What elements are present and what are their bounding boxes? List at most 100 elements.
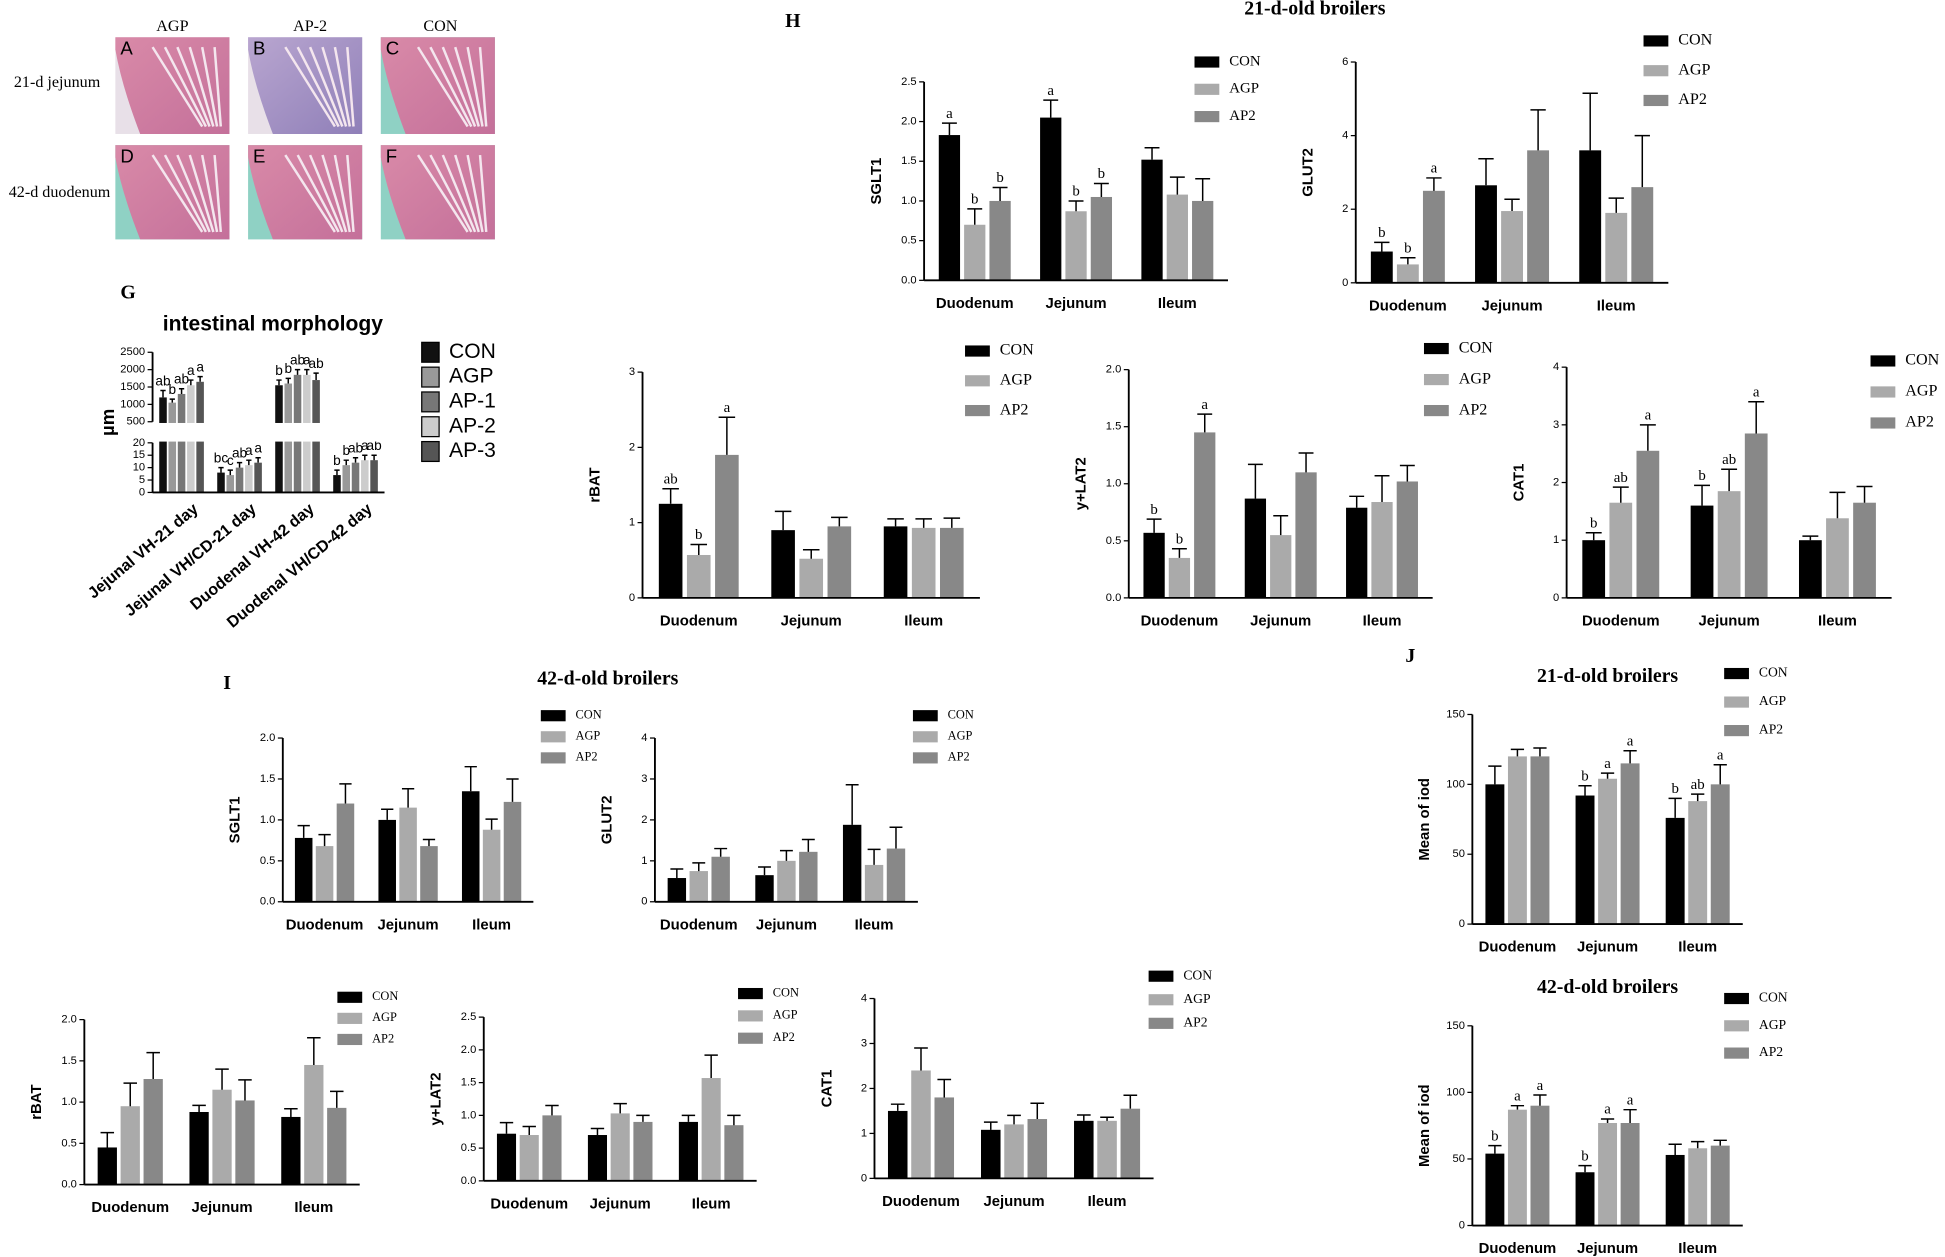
micrograph (248, 145, 363, 240)
x-tick-label: Duodenum (660, 917, 738, 933)
y-tick-label: 1.0 (61, 1096, 77, 1108)
legend-label: AP-1 (449, 389, 496, 412)
error-bar (1639, 424, 1656, 451)
panel-title: 21-d-old broilers (1244, 0, 1385, 19)
error-bar (401, 788, 415, 808)
error-bar (330, 1090, 344, 1108)
legend-swatch (421, 440, 440, 463)
villus (429, 154, 473, 233)
bar (1422, 190, 1445, 283)
x-tick-label: Jejunum (1699, 613, 1760, 629)
villus (454, 154, 480, 233)
villus (321, 46, 348, 127)
significance-letter: a (1604, 756, 1611, 772)
bar (1370, 251, 1393, 283)
error-bar (1093, 182, 1109, 197)
legend-swatch (738, 1032, 763, 1044)
error-bar (485, 818, 498, 830)
bar (189, 1111, 209, 1185)
legend-label: AGP (1678, 61, 1710, 78)
image-row-label: 42-d duodenum (9, 184, 111, 201)
legend-swatch (421, 416, 440, 438)
x-tick-label: Duodenum (1582, 613, 1660, 629)
error-bar (1478, 158, 1494, 186)
error-bar (727, 1114, 741, 1126)
y-tick-label: 3 (629, 366, 635, 378)
legend-swatch (337, 991, 363, 1003)
legend-label: AGP (372, 1010, 397, 1024)
error-bar (1530, 109, 1546, 151)
significance-letter: ab (1691, 777, 1705, 793)
y-tick-label: 2000 (120, 364, 145, 376)
bar (1690, 505, 1714, 598)
error-bar (636, 1114, 650, 1122)
error-bar (1068, 200, 1084, 212)
villus (308, 46, 344, 127)
bar (1097, 1120, 1117, 1179)
error-bar (1400, 257, 1416, 265)
error-bar (983, 1121, 998, 1130)
error-bar (1504, 198, 1520, 212)
bar (689, 871, 708, 902)
error-bar (1634, 134, 1650, 188)
bar (235, 467, 244, 493)
x-tick-label: Ileum (1088, 1194, 1127, 1210)
x-tick-label: Duodenum (660, 613, 738, 629)
bar (503, 801, 522, 902)
bar (724, 1125, 744, 1181)
error-bar (1171, 548, 1187, 558)
error-bar (1007, 1114, 1021, 1125)
bar (1168, 557, 1191, 598)
y-axis-label: GLUT2 (1301, 148, 1317, 197)
x-tick-label: Jejunum (1577, 940, 1638, 956)
x-tick-label: Jejunum (781, 613, 842, 629)
bar (1710, 1145, 1730, 1226)
bar (1396, 481, 1418, 598)
error-bar (1829, 491, 1846, 519)
bar (667, 878, 687, 902)
panel-label: I (223, 672, 231, 694)
significance-letter: b (1378, 225, 1385, 241)
panel-label: J (1405, 645, 1415, 667)
bar (1141, 159, 1163, 281)
error-bar (704, 1054, 718, 1079)
bar (911, 527, 936, 598)
y-tick-label: 150 (1446, 1020, 1465, 1032)
x-tick-label: Jejunum (191, 1200, 252, 1216)
error-bar (992, 186, 1008, 201)
bar (1371, 502, 1393, 598)
error-bar (236, 461, 243, 468)
legend-swatch (337, 1033, 363, 1046)
error-bar (1043, 99, 1059, 118)
villus (478, 47, 488, 127)
bar (420, 846, 438, 902)
error-bar (1374, 475, 1390, 503)
legend-swatch (337, 1012, 363, 1024)
error-bar (943, 517, 961, 528)
y-tick-label: 150 (1446, 708, 1465, 720)
error-bar (522, 1125, 536, 1136)
villus (284, 46, 336, 128)
significance-letter: b (1176, 532, 1183, 548)
image-letter: A (120, 38, 133, 59)
bar (177, 393, 186, 493)
y-tick-label: 0.5 (61, 1137, 77, 1149)
bar (1636, 450, 1660, 598)
significance-letter: b (275, 363, 283, 378)
y-tick-label: 4 (641, 732, 647, 744)
x-tick-label: Ileum (1818, 613, 1857, 629)
error-bar (1612, 486, 1629, 503)
error-bar (889, 826, 903, 849)
legend-label: AP2 (576, 750, 598, 764)
significance-letter: b (1150, 502, 1157, 518)
error-bar (1533, 747, 1547, 757)
significance-letter: b (695, 527, 702, 543)
significance-letter: ab (232, 446, 247, 461)
bar (610, 1113, 630, 1181)
legend-label: CON (773, 985, 799, 999)
legend-swatch (1724, 696, 1749, 708)
error-bar (831, 516, 848, 527)
bar (934, 1097, 955, 1179)
significance-letter: a (1537, 1078, 1544, 1094)
error-bar (1578, 784, 1592, 796)
